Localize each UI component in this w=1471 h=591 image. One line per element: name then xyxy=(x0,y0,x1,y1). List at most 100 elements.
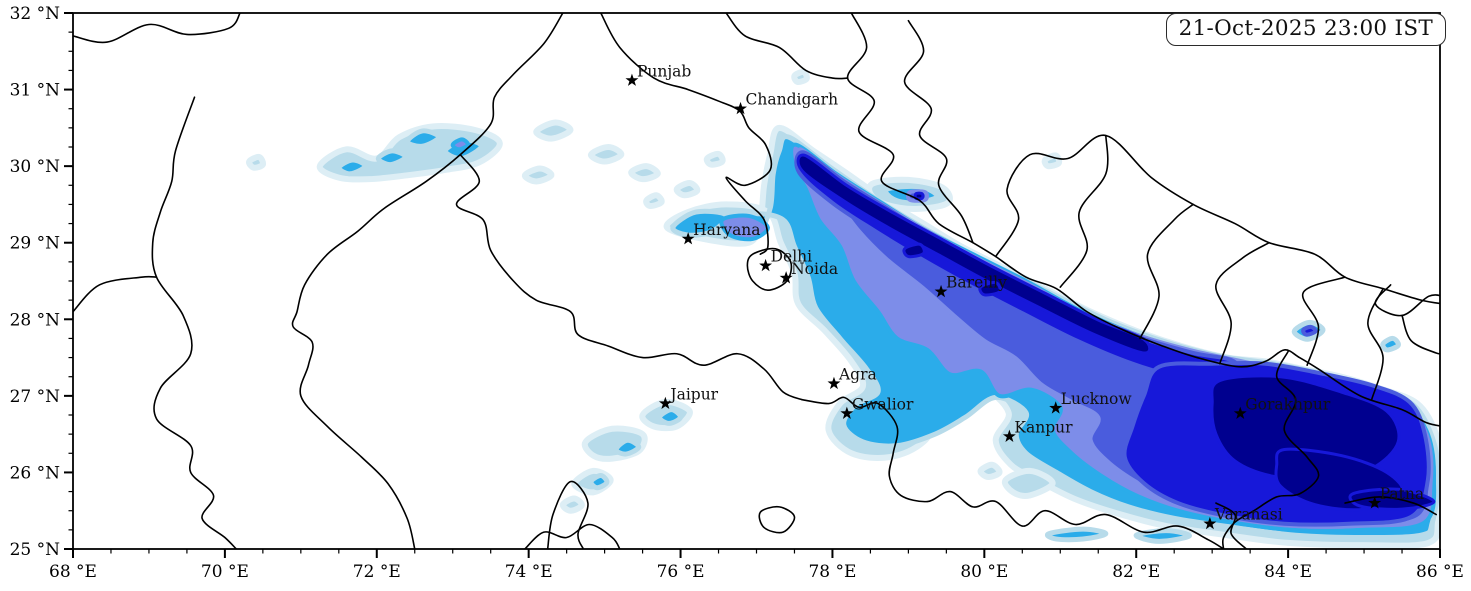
boundary-line xyxy=(1215,502,1248,549)
fog-blob-navy xyxy=(978,280,1002,297)
y-tick-label: 26 °N xyxy=(10,463,61,483)
boundary-line xyxy=(546,480,589,549)
city-label-delhi: Delhi xyxy=(771,248,813,266)
city-label-chandigarh: Chandigarh xyxy=(746,91,839,109)
city-marker-varanasi-star-icon xyxy=(1203,516,1217,530)
fog-blob-pale xyxy=(246,153,267,171)
city-marker-agra-star-icon xyxy=(827,376,841,390)
fog-blob-pale xyxy=(673,179,701,199)
x-tick-label: 80 °E xyxy=(960,562,1008,582)
boundary-line xyxy=(1401,314,1440,355)
fog-blob-pale xyxy=(533,119,574,142)
x-tick-label: 70 °E xyxy=(201,562,249,582)
fog-blob-cyan xyxy=(656,407,684,426)
city-label-gwalior: Gwalior xyxy=(852,395,914,413)
fog-blob-pale xyxy=(791,68,810,85)
boundary-line xyxy=(291,13,564,549)
city-marker-gwalior-star-icon xyxy=(840,406,854,419)
city-marker-jaipur-star-icon xyxy=(658,396,672,410)
x-tick-label: 74 °E xyxy=(505,562,553,582)
x-tick-label: 82 °E xyxy=(1112,562,1160,582)
axis-ticks: 68 °E 70 °E 72 °E 74 °E 76 °E 78 °E 80 °E 82 °E… xyxy=(10,4,1464,582)
fog-blob-periwinkle xyxy=(450,137,470,152)
city-label-bareilly: Bareilly xyxy=(946,274,1007,292)
city-marker-kanpur-star-icon xyxy=(1002,429,1016,442)
fog-blob-pale xyxy=(643,192,665,209)
boundary-line xyxy=(1139,203,1194,340)
boundary-line xyxy=(455,153,803,401)
boundary-line xyxy=(73,275,158,313)
y-tick-label: 25 °N xyxy=(10,540,61,560)
x-tick-label: 78 °E xyxy=(808,562,856,582)
boundary-line xyxy=(1059,134,1109,288)
y-tick-label: 32 °N xyxy=(10,4,61,24)
boundary-line xyxy=(801,396,1225,549)
fog-blob-periwinkle xyxy=(719,213,770,242)
fog-blob-navy xyxy=(902,242,926,259)
city-marker-bareilly-star-icon xyxy=(934,284,948,298)
x-tick-label: 76 °E xyxy=(657,562,705,582)
y-tick-label: 27 °N xyxy=(10,387,61,407)
fog-blob-cyan xyxy=(1380,335,1401,353)
fog-blob-cyan xyxy=(588,472,610,491)
city-marker-delhi-star-icon xyxy=(759,258,773,272)
city-marker-patna-star-icon xyxy=(1368,496,1382,509)
x-tick-label: 68 °E xyxy=(49,562,97,582)
fog-blob-pale xyxy=(628,163,661,183)
fog-blob-blue xyxy=(1301,324,1318,337)
fog-blob-pale xyxy=(1001,467,1056,499)
boundary-line xyxy=(73,13,241,44)
city-label-patna: Patna xyxy=(1380,485,1424,503)
city-label-haryana: Haryana xyxy=(693,221,760,239)
boundary-line xyxy=(524,523,621,549)
fog-blob-pale xyxy=(703,150,726,168)
fog-blob-cyan xyxy=(1044,526,1109,543)
fog-blob-pale xyxy=(977,461,1003,481)
city-marker-noida-star-icon xyxy=(779,271,793,284)
fog-blob-navy xyxy=(796,153,1152,355)
city-marker-punjab-star-icon xyxy=(625,73,639,86)
boundary-line xyxy=(600,13,773,255)
fog-layer-navy xyxy=(796,153,1436,512)
x-tick-label: 86 °E xyxy=(1416,562,1464,582)
city-marker-lucknow-star-icon xyxy=(1049,401,1063,414)
y-tick-label: 31 °N xyxy=(10,81,61,101)
x-tick-label: 84 °E xyxy=(1264,562,1312,582)
fog-shading-layers xyxy=(246,68,1440,549)
boundary-line xyxy=(1301,276,1346,367)
fog-blob-cyan xyxy=(336,157,368,177)
fog-blob-cyan xyxy=(404,128,442,149)
city-label-kanpur: Kanpur xyxy=(1014,418,1073,436)
boundary-line xyxy=(758,505,796,534)
boundary-line xyxy=(746,247,793,291)
x-tick-label: 72 °E xyxy=(353,562,401,582)
fog-blob-cyan xyxy=(613,437,642,457)
city-label-gorakhpur: Gorakhpur xyxy=(1245,395,1331,413)
boundary-line xyxy=(1215,241,1270,365)
y-tick-label: 28 °N xyxy=(10,310,61,330)
fog-blob-pale xyxy=(587,144,625,165)
boundary-line xyxy=(1367,287,1384,401)
city-label-varanasi: Varanasi xyxy=(1214,506,1283,524)
boundary-line xyxy=(903,19,974,244)
fog-blob-pale xyxy=(521,165,555,185)
city-label-jaipur: Jaipur xyxy=(668,386,718,404)
y-tick-label: 30 °N xyxy=(10,157,61,177)
state-boundaries xyxy=(73,13,1440,549)
fog-blob-pale xyxy=(559,495,585,514)
city-marker-gorakhpur-star-icon xyxy=(1233,406,1247,419)
boundary-line xyxy=(846,13,997,258)
city-label-noida: Noida xyxy=(791,260,838,278)
city-marker-chandigarh-star-icon xyxy=(734,101,748,115)
boundary-line xyxy=(1344,496,1437,516)
city-label-punjab: Punjab xyxy=(637,62,691,80)
boundary-line xyxy=(1374,284,1440,317)
y-tick-label: 29 °N xyxy=(10,234,61,254)
boundary-line xyxy=(994,134,1440,305)
city-label-agra: Agra xyxy=(838,366,877,384)
city-label-lucknow: Lucknow xyxy=(1061,390,1133,408)
city-marker-haryana-star-icon xyxy=(681,232,695,245)
